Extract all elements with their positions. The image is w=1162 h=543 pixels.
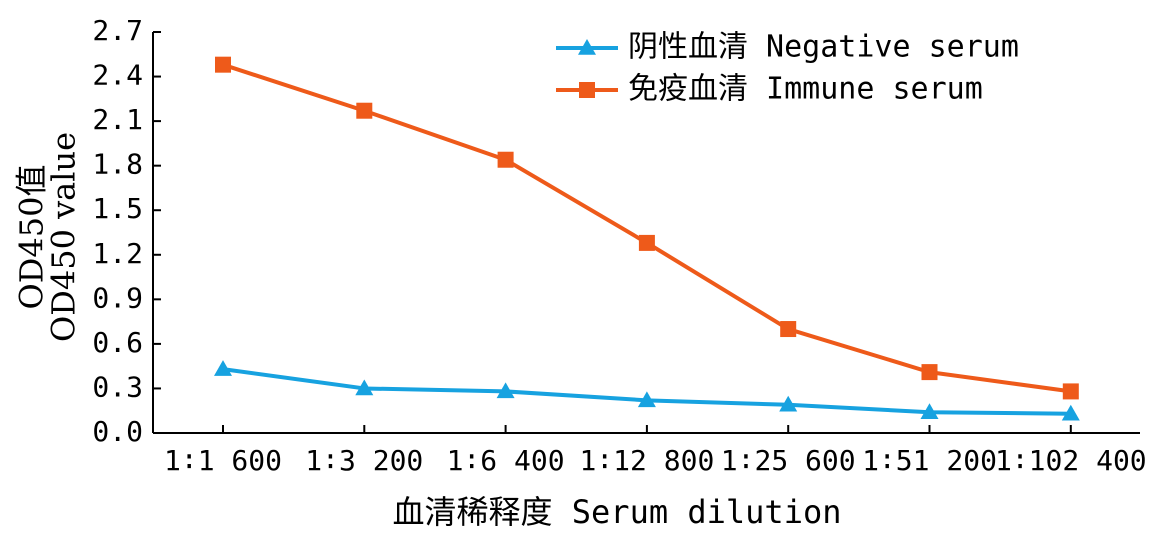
data-point: [921, 364, 938, 381]
data-point: [497, 151, 514, 168]
data-point: [355, 379, 374, 396]
y-tick-label: 2.1: [92, 103, 143, 136]
x-axis-title: 血清稀释度 Serum dilution: [393, 493, 842, 531]
legend-item: 阴性血清 Negative serum: [556, 30, 1019, 65]
y-tick-label: 0.6: [92, 326, 143, 359]
series-negative: [214, 360, 1080, 421]
y-axis-title-line2: OD450 value: [45, 132, 83, 342]
x-tick-label: 1∶3 200: [305, 444, 423, 477]
x-tick-label: 1∶1 600: [164, 444, 282, 477]
y-axis-title-line1: OD450值: [13, 165, 51, 310]
data-point: [215, 56, 231, 73]
x-tick-label: 1∶51 200: [862, 444, 997, 477]
legend-item: 免疫血清 Immune serum: [556, 72, 983, 107]
x-tick-label: 1∶102 400: [995, 444, 1147, 477]
plot-area: [214, 56, 1080, 421]
y-tick-label: 0.9: [92, 281, 143, 314]
y-axis: 0.0 0.3 0.6 0.9 1.2 1.5 1.8 2.1 2.4 2.7: [92, 14, 161, 448]
data-point: [779, 395, 798, 412]
legend-marker: [579, 82, 595, 98]
data-point: [638, 234, 655, 251]
y-tick-label: 0.3: [92, 370, 143, 403]
legend-marker: [578, 39, 596, 55]
data-point: [1062, 383, 1079, 400]
data-point: [920, 403, 939, 419]
data-point: [1061, 404, 1080, 421]
series-immune: [215, 56, 1079, 400]
y-tick-label: 2.4: [92, 59, 143, 92]
legend-label: 免疫血清 Immune serum: [628, 72, 983, 107]
x-tick-label: 1∶6 400: [447, 444, 565, 477]
x-tick-label: 1∶25 600: [721, 444, 856, 477]
y-tick-label: 0.0: [92, 415, 143, 448]
y-tick-label: 1.2: [92, 237, 143, 270]
y-tick-label: 2.7: [92, 14, 143, 47]
legend-label: 阴性血清 Negative serum: [628, 30, 1019, 65]
x-tick-label: 1∶12 800: [579, 444, 714, 477]
data-point: [356, 102, 373, 119]
series-line: [222, 62, 1072, 394]
data-point: [496, 382, 515, 399]
data-point: [214, 360, 232, 376]
y-tick-label: 1.5: [92, 192, 143, 225]
legend: 阴性血清 Negative serum 免疫血清 Immune serum: [556, 30, 1019, 107]
y-tick-label: 1.8: [92, 148, 143, 181]
data-point: [780, 321, 797, 338]
data-point: [637, 391, 656, 408]
x-axis: 1∶1 600 1∶3 200 1∶6 400 1∶12 800 1∶25 600 1∶5…: [164, 425, 1147, 477]
y-axis-title: OD450值 OD450 value: [13, 132, 83, 342]
